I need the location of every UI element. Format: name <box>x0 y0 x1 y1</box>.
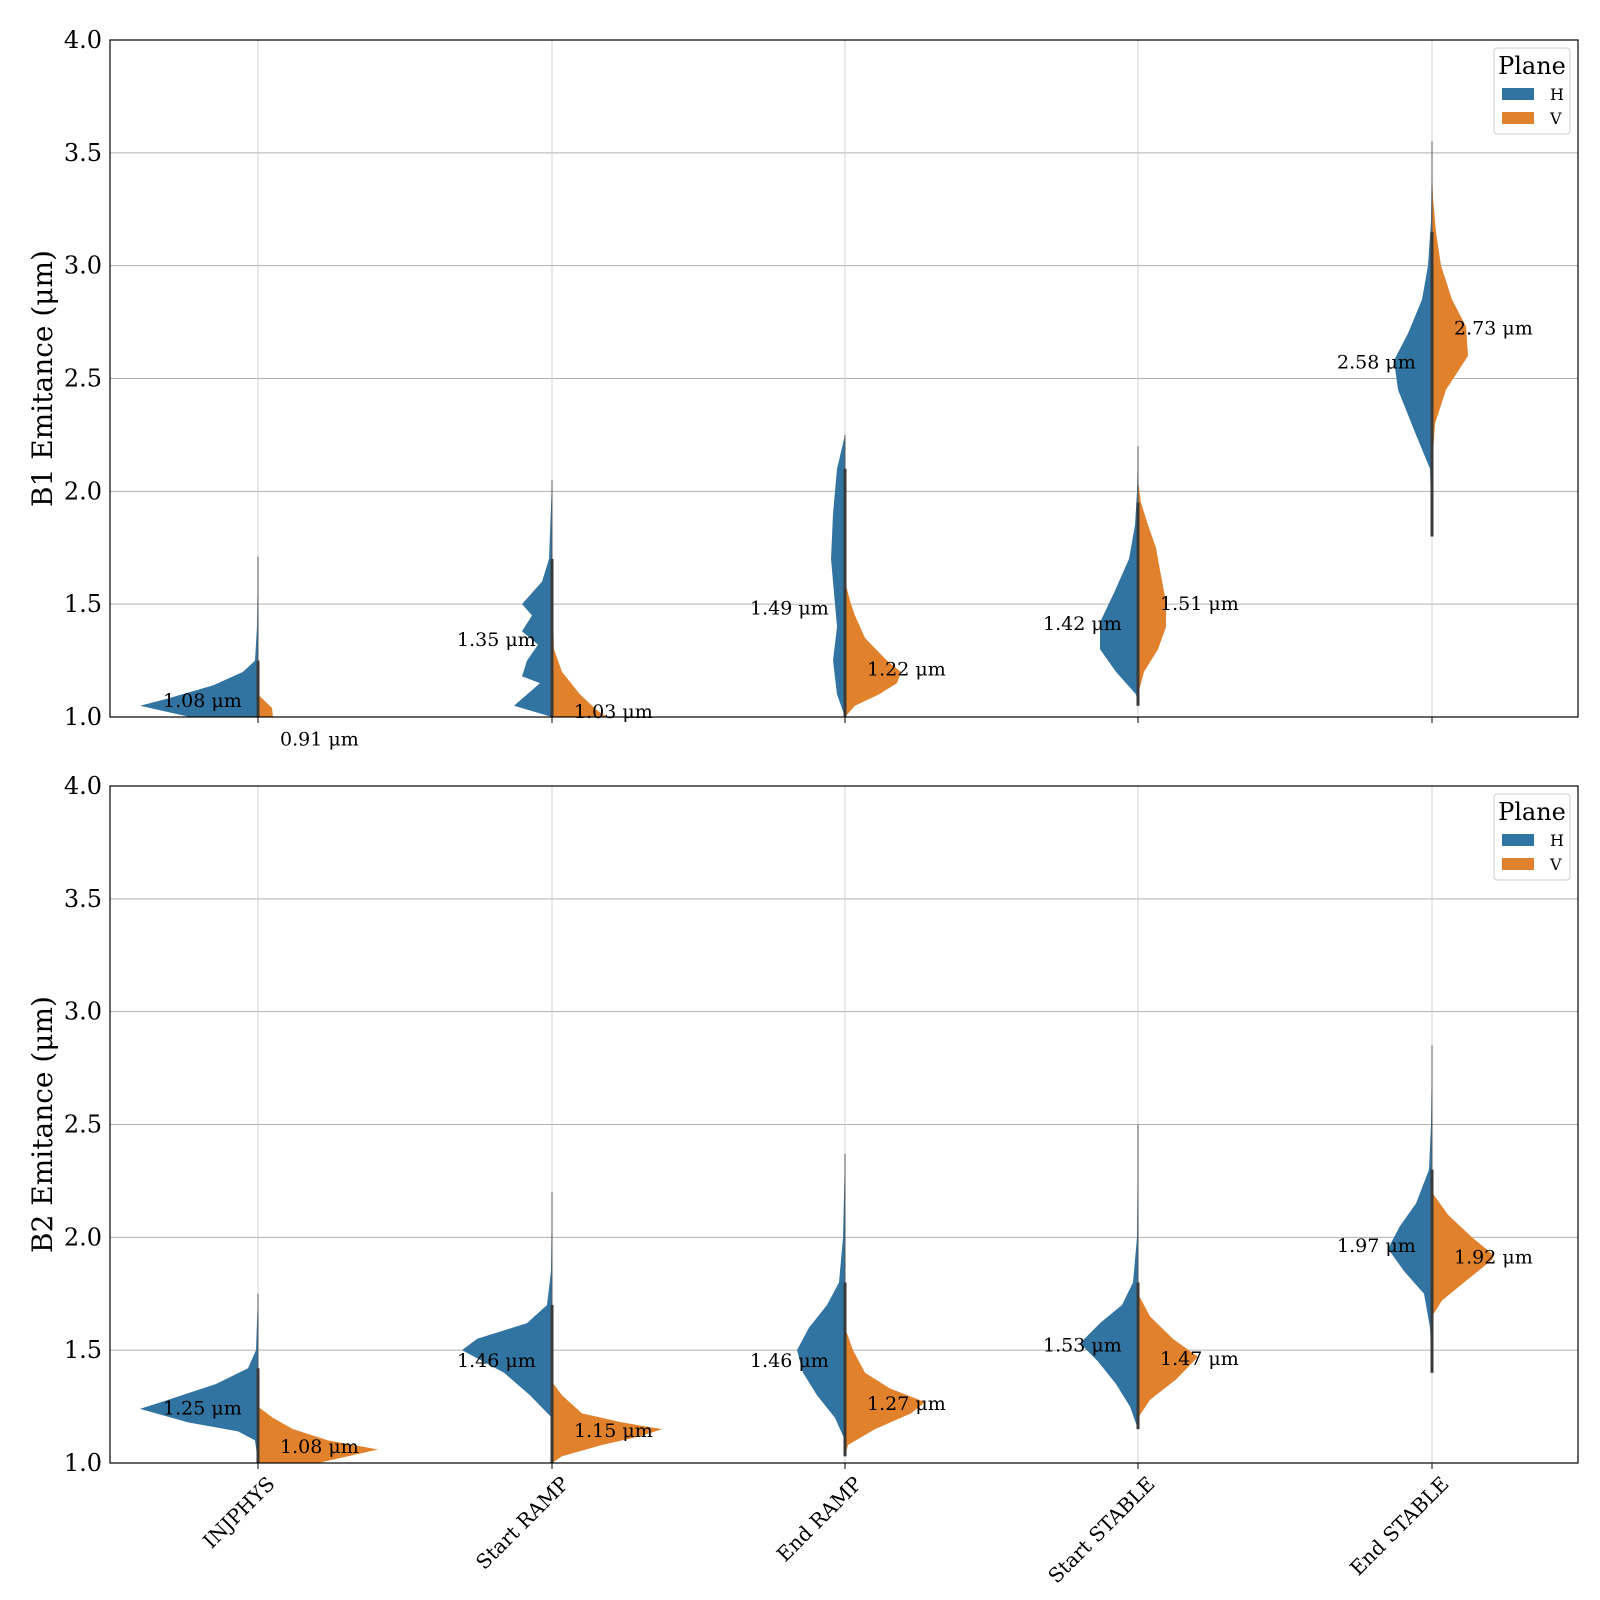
legend-swatch-h <box>1502 834 1534 846</box>
x-tick-label: Start RAMP <box>471 1472 574 1575</box>
violin-v-2 <box>552 1381 662 1463</box>
violin-v-4 <box>1138 1293 1198 1418</box>
y-tick-label: 2.0 <box>64 1223 102 1251</box>
y-tick-label: 3.0 <box>64 252 102 280</box>
y-tick-label: 4.0 <box>64 772 102 800</box>
x-tick-label: End STABLE <box>1345 1472 1454 1581</box>
y-tick-label: 4.0 <box>64 26 102 54</box>
violins <box>140 141 1468 717</box>
violin-h-1 <box>140 1293 258 1463</box>
y-tick-label: 2.5 <box>64 365 102 393</box>
median-annotation: 2.58 μm <box>1337 351 1416 373</box>
y-tick-label: 3.5 <box>64 885 102 913</box>
median-annotation: 1.03 μm <box>574 701 653 723</box>
legend-title: Plane <box>1498 798 1566 826</box>
legend-label-v: V <box>1549 109 1562 128</box>
violin-h-4 <box>1100 446 1138 706</box>
violin-h-2 <box>514 480 552 717</box>
y-tick-label: 1.5 <box>64 590 102 618</box>
median-annotation: 1.47 μm <box>1160 1348 1239 1370</box>
violin-v-3 <box>845 1327 925 1457</box>
y-tick-label: 1.0 <box>64 1449 102 1477</box>
median-annotation: 1.92 μm <box>1454 1246 1533 1268</box>
x-tick-label: INJPHYS <box>198 1472 279 1553</box>
median-annotation: 2.73 μm <box>1454 318 1533 340</box>
legend: Plane HV <box>1493 793 1571 881</box>
violins <box>140 1045 1494 1463</box>
legend-swatch-v <box>1502 858 1534 870</box>
violin-h-4 <box>1080 1124 1138 1430</box>
y-tick-label: 1.0 <box>64 703 102 731</box>
median-annotation: 1.46 μm <box>457 1350 536 1372</box>
violin-h-2 <box>462 1192 552 1418</box>
violin-v-5 <box>1432 1192 1494 1317</box>
x-tick-label: Start STABLE <box>1043 1472 1159 1588</box>
median-annotation: 1.49 μm <box>750 597 829 619</box>
median-annotation: 1.42 μm <box>1043 613 1122 635</box>
median-annotation: 1.35 μm <box>457 629 536 651</box>
legend-label-h: H <box>1550 85 1564 104</box>
legend-label-h: H <box>1550 831 1564 850</box>
y-tick-label: 2.5 <box>64 1111 102 1139</box>
panel-1: 1.0 1.5 2.0 2.5 3.0 3.5 4.0 1.08 μm 1.35 μm 1.49 … <box>26 26 1579 750</box>
violin-v-4 <box>1138 480 1166 695</box>
y-tick-label: 3.5 <box>64 139 102 167</box>
median-annotation: 1.46 μm <box>750 1350 829 1372</box>
axes-frame <box>109 785 1579 1464</box>
legend-label-v: V <box>1549 855 1562 874</box>
median-annotation: 1.51 μm <box>1160 593 1239 615</box>
median-annotation: 1.27 μm <box>867 1393 946 1415</box>
median-annotation: 1.22 μm <box>867 658 946 680</box>
median-annotation: 1.08 μm <box>163 690 242 712</box>
median-annotation: 1.53 μm <box>1043 1334 1122 1356</box>
y-tick-label: 1.5 <box>64 1336 102 1364</box>
legend-swatch-h <box>1502 88 1534 100</box>
violin-v-1 <box>258 694 273 717</box>
legend-swatch-v <box>1502 112 1534 124</box>
violin-v-3 <box>845 581 901 717</box>
violin-h-5 <box>1388 1045 1432 1373</box>
panel-2: 1.0 1.5 2.0 2.5 3.0 3.5 4.0 1.25 μm 1.46 μm 1.46 … <box>26 772 1579 1588</box>
median-annotation: 1.25 μm <box>163 1398 242 1420</box>
violin-h-3 <box>831 434 845 717</box>
violin-v-5 <box>1432 164 1468 469</box>
median-annotation: 1.97 μm <box>1337 1235 1416 1257</box>
y-tick-label: 2.0 <box>64 477 102 505</box>
violin-h-1 <box>140 556 258 717</box>
y-axis-label: B1 Emitance (μm) <box>26 250 59 507</box>
legend-title: Plane <box>1498 52 1566 80</box>
violin-h-5 <box>1394 141 1432 537</box>
violin-v-2 <box>552 570 607 717</box>
y-axis-label: B2 Emitance (μm) <box>26 996 59 1253</box>
x-tick-label: End RAMP <box>772 1472 867 1567</box>
violin-h-3 <box>797 1153 845 1441</box>
legend: Plane HV <box>1493 47 1571 135</box>
median-annotation: 0.91 μm <box>280 728 359 750</box>
median-annotation: 1.15 μm <box>574 1420 653 1442</box>
axes-frame <box>109 39 1579 718</box>
violin-v-1 <box>258 1406 378 1463</box>
y-tick-label: 3.0 <box>64 998 102 1026</box>
median-annotation: 1.08 μm <box>280 1436 359 1458</box>
